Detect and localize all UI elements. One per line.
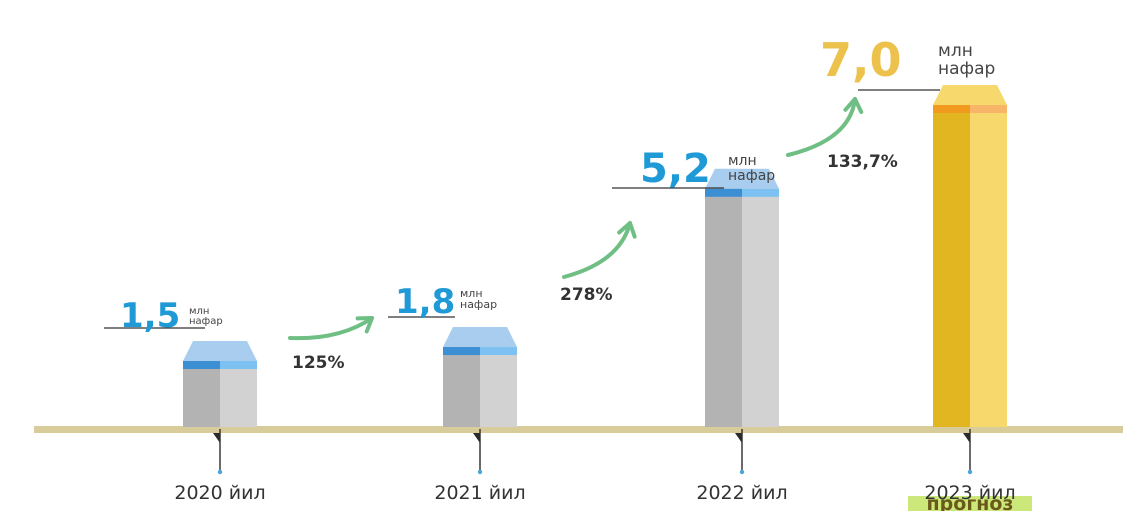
bar-body-right [220, 361, 257, 427]
growth-percent-label: 125% [292, 353, 345, 373]
bar-band-right [480, 347, 517, 356]
bar-body-right [742, 188, 779, 427]
tick-dot [477, 469, 483, 475]
bar-body-right [970, 105, 1007, 427]
bar-band-right [970, 105, 1007, 113]
arrow-head [355, 316, 374, 334]
baseline-axis [34, 426, 1123, 433]
unit-line2: нафар [728, 168, 775, 184]
year-label: 2020 йил [174, 482, 265, 504]
value-number: 1,8 [395, 282, 455, 322]
bar-cap [705, 168, 779, 189]
unit-line2: нафар [938, 59, 995, 79]
bar-body-left [443, 347, 480, 427]
tick-marker [473, 433, 480, 443]
growth-percent-label: 133,7% [827, 152, 898, 172]
bar-body-left [705, 188, 742, 427]
tick-dot [217, 469, 223, 475]
tick-marker [963, 433, 970, 443]
bar-cap [183, 341, 257, 361]
bar-band-left [705, 188, 742, 197]
bar-2020: 2020 йил [174, 341, 266, 504]
value-number: 5,2 [640, 146, 711, 192]
year-label: 2023 йил [924, 482, 1015, 504]
bar-body-right [480, 347, 517, 427]
value-number: 7,0 [820, 33, 902, 87]
bar-band-right [220, 361, 257, 369]
unit-line2: нафар [460, 298, 497, 311]
unit-line1: млн [728, 153, 757, 169]
tick-dot [739, 469, 745, 475]
bar-cap [443, 327, 517, 348]
bar-2022: 2022 йил [696, 168, 788, 504]
year-label: 2021 йил [434, 482, 525, 504]
tick-marker [213, 433, 220, 443]
arrow-head [843, 97, 864, 114]
unit-line1: млн [189, 306, 209, 317]
tick-dot [967, 469, 973, 475]
unit-line1: млн [460, 287, 483, 300]
growth-arrow-1 [562, 221, 637, 279]
bar-body-left [933, 105, 970, 427]
growth-arrow-0 [288, 316, 374, 341]
bar-band-right [742, 188, 779, 197]
bar-band-left [183, 361, 220, 369]
tick-marker [735, 433, 742, 443]
unit-line1: млн [938, 41, 973, 61]
growth-arrow-2 [786, 97, 864, 157]
bar-2021: 2021 йил [434, 327, 526, 504]
year-label: 2022 йил [696, 482, 787, 504]
unit-line2: нафар [189, 316, 223, 327]
arrow-shaft [288, 316, 374, 341]
arrow-shaft [786, 97, 857, 157]
arrow-head [617, 221, 637, 239]
forecast-label: прогноз [927, 493, 1014, 511]
arrow-shaft [562, 221, 632, 279]
bar-cap [933, 85, 1007, 105]
growth-percent-label: 278% [560, 285, 613, 305]
value-number: 1,5 [120, 296, 180, 336]
forecast-highlight [908, 496, 1032, 511]
bar-body-left [183, 361, 220, 427]
bar-band-left [933, 105, 970, 113]
bar-band-left [443, 347, 480, 356]
